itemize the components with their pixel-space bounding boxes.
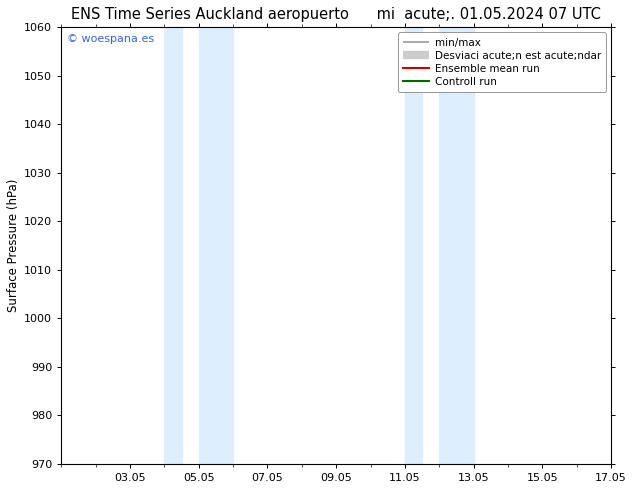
Bar bbox=[405, 27, 422, 464]
Legend: min/max, Desviaci acute;n est acute;ndar, Ensemble mean run, Controll run: min/max, Desviaci acute;n est acute;ndar… bbox=[398, 32, 606, 92]
Text: © woespana.es: © woespana.es bbox=[67, 34, 154, 44]
Bar bbox=[198, 27, 233, 464]
Title: ENS Time Series Auckland aeropuerto      mi  acute;. 01.05.2024 07 UTC: ENS Time Series Auckland aeropuerto mi a… bbox=[71, 7, 601, 22]
Bar bbox=[164, 27, 181, 464]
Bar bbox=[439, 27, 474, 464]
Y-axis label: Surface Pressure (hPa): Surface Pressure (hPa) bbox=[7, 179, 20, 312]
